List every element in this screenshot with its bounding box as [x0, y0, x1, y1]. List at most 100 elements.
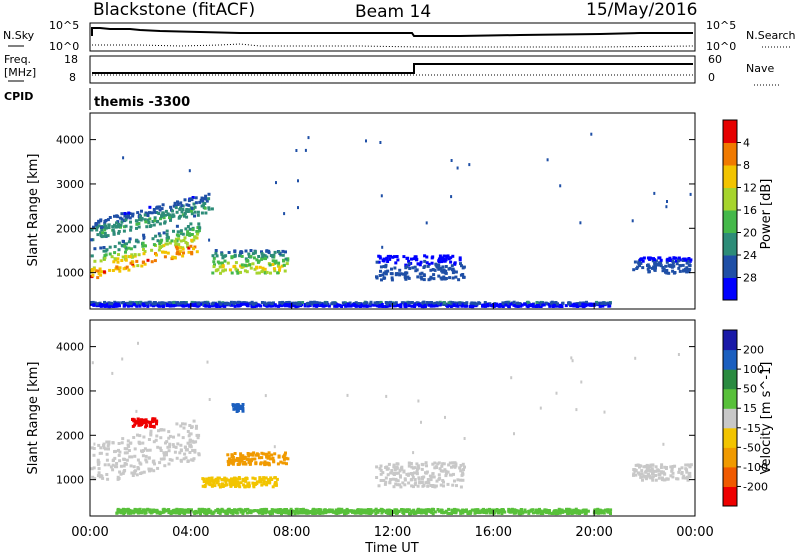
echo-cell: [177, 433, 181, 437]
echo-cell: [688, 471, 692, 475]
echo-cell: [275, 477, 279, 481]
echo-cell: [119, 508, 123, 512]
echo-cell: [95, 222, 99, 225]
echo-cell: [338, 509, 342, 513]
echo-cell: [417, 303, 421, 306]
echo-cell: [384, 480, 388, 484]
echo-cell: [439, 276, 443, 280]
echo-cell: [128, 509, 132, 513]
echo-cell: [606, 509, 609, 513]
echo-cell: [194, 510, 198, 514]
echo-cell: [221, 255, 225, 259]
echo-cell: [653, 261, 657, 265]
echo-cell: [165, 440, 169, 444]
echo-cell: [233, 249, 237, 253]
echo-cell: [148, 300, 152, 304]
echo-cell: [236, 304, 240, 308]
echo-cell: [119, 223, 123, 227]
echo-cell: [264, 452, 268, 456]
echo-cell: [669, 264, 673, 268]
echo-cell: [110, 255, 114, 259]
echo-cell: [244, 479, 248, 483]
echo-cell: [634, 473, 638, 477]
echo-cell: [142, 303, 146, 307]
echo-cell: [575, 511, 579, 515]
echo-cell: [318, 510, 322, 514]
echo-cell: [175, 507, 179, 511]
echo-cell: [98, 267, 102, 271]
echo-cell: [252, 482, 256, 485]
echo-cell: [564, 510, 568, 514]
echo-cell: [172, 304, 176, 308]
echo-cell: [179, 458, 183, 462]
noise-panel: N.Sky 10^5 10^0 10^5 10^0 N.Search: [3, 19, 796, 53]
freq-left-tick-bottom: 8: [69, 71, 76, 84]
echo-cell: [309, 300, 313, 304]
colorbar-swatch: [723, 427, 737, 448]
echo-cell: [102, 249, 106, 253]
cpid-label: CPID: [4, 90, 33, 103]
echo-cell: [252, 302, 256, 306]
echo-cell: [257, 456, 261, 460]
echo-cell: [461, 511, 465, 515]
echo-cell: [153, 510, 157, 513]
echo-cell: [384, 272, 388, 276]
echo-cell: [195, 250, 199, 254]
echo-cell: [106, 444, 110, 448]
echo-cell: [399, 475, 402, 479]
echo-cell: [129, 464, 133, 468]
echo-cell: [114, 267, 118, 271]
echo-cell: [175, 224, 179, 228]
echo-cell: [235, 269, 239, 273]
echo-cell: [456, 478, 460, 482]
echo-cell: [233, 304, 237, 308]
station-title: Blackstone (fitACF): [93, 0, 255, 20]
echo-cell: [158, 208, 162, 212]
echo-cell: [200, 508, 204, 512]
echo-cell: [232, 300, 236, 304]
echo-cell: [284, 511, 288, 515]
echo-cell: [183, 422, 187, 426]
echo-cell: [647, 473, 650, 476]
echo-cell: [190, 426, 193, 429]
echo-cell: [132, 436, 136, 439]
echo-cell: [139, 214, 142, 218]
echo-cell: [658, 263, 662, 267]
echo-cell: [152, 440, 156, 444]
colorbar-tick-label: 8: [743, 159, 750, 172]
echo-cell: [382, 265, 386, 268]
echo-cell: [352, 510, 356, 514]
echo-cell: [214, 269, 218, 273]
echo-cell: [171, 213, 175, 217]
echo-cell: [633, 260, 637, 264]
echo-cell: [389, 512, 393, 516]
echo-cell: [257, 259, 261, 263]
echo-cell: [315, 304, 319, 308]
echo-cell: [184, 304, 188, 308]
echo-cell: [90, 238, 94, 242]
echo-cell: [641, 259, 645, 263]
echo-cell: [425, 221, 428, 225]
echo-cell: [138, 218, 142, 222]
echo-cell: [230, 271, 234, 275]
echo-cell: [187, 246, 191, 250]
echo-cell: [262, 479, 266, 483]
echo-cell: [282, 258, 285, 262]
echo-cell: [648, 465, 652, 468]
echo-cell: [638, 258, 642, 262]
echo-cell: [121, 255, 125, 259]
echo-cell: [236, 271, 240, 275]
echo-cell: [142, 233, 146, 237]
echo-cell: [665, 205, 668, 209]
echo-cell: [125, 265, 129, 269]
echo-cell: [637, 471, 640, 475]
echo-cell: [157, 429, 160, 433]
echo-cell: [244, 509, 248, 512]
echo-cell: [96, 269, 100, 273]
echo-cell: [685, 470, 689, 474]
echo-cell: [170, 458, 174, 462]
echo-cell: [168, 458, 172, 462]
echo-cell: [185, 448, 189, 452]
echo-cell: [178, 303, 182, 307]
echo-cell: [233, 452, 237, 455]
